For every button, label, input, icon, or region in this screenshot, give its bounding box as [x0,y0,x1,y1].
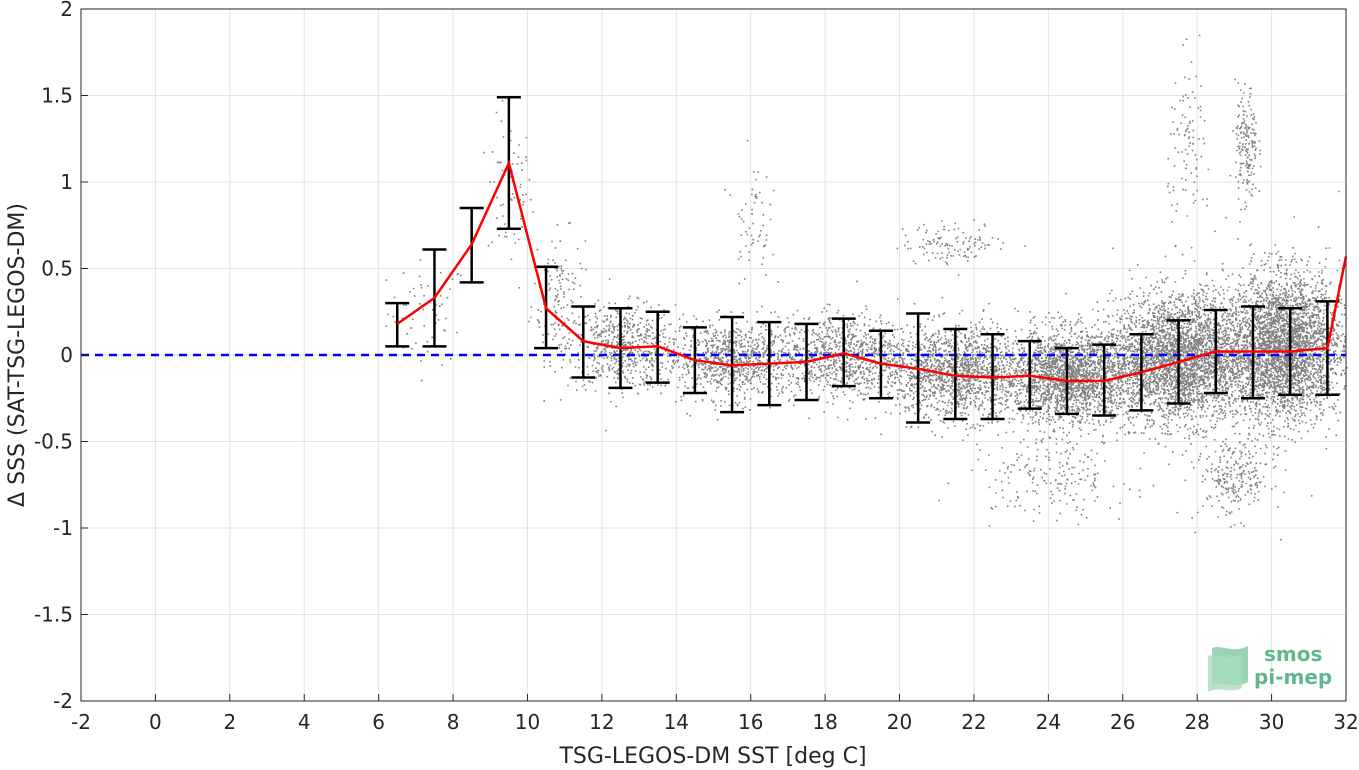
x-tick-label: -2 [71,710,91,734]
y-axis-label: Δ SSS (SAT-TSG-LEGOS-DM) [5,203,30,507]
x-axis-label: TSG-LEGOS-DM SST [deg C] [558,744,866,769]
mean-line [396,159,1348,383]
y-tick-label: 2 [60,0,73,21]
x-tick-label: 14 [664,710,689,734]
y-tick-label: 1 [60,170,73,194]
x-tick-label: 0 [149,710,162,734]
x-tick-label: 2 [223,710,236,734]
y-tick-label: -1.5 [34,603,73,627]
x-tick-label: 16 [738,710,763,734]
x-tick-label: 18 [812,710,837,734]
y-tick-label: -0.5 [34,430,73,454]
x-tick-label: 26 [1110,710,1135,734]
logo-line2: pi-mep [1254,665,1332,689]
x-tick-label: 24 [1036,710,1061,734]
logo-wave-icon-2 [1208,654,1242,692]
x-tick-label: 12 [589,710,614,734]
x-tick-label: 22 [961,710,986,734]
y-tick-label: -2 [53,689,73,713]
y-axis-ticks: 2 1.5 1 0.5 0 -0.5 -1 -1.5 -2 [34,0,88,713]
x-tick-label: 28 [1184,710,1209,734]
x-axis-ticks: -2 0 2 4 6 8 10 12 14 16 18 20 22 24 26 28 30 32 [71,694,1359,734]
y-tick-label: -1 [53,516,73,540]
smos-pi-mep-logo: smos pi-mep [1208,642,1332,692]
x-tick-label: 32 [1333,710,1358,734]
y-tick-label: 1.5 [41,84,73,108]
x-tick-label: 8 [447,710,460,734]
x-tick-label: 30 [1259,710,1284,734]
x-tick-label: 4 [298,710,311,734]
scatter-point-cloud [385,34,1348,541]
error-bars [385,95,1340,424]
x-tick-label: 10 [515,710,540,734]
x-tick-label: 20 [887,710,912,734]
x-tick-label: 6 [372,710,385,734]
logo-line1: smos [1264,642,1322,666]
y-tick-label: 0.5 [41,257,73,281]
scatter-points [385,34,1348,541]
y-tick-label: 0 [60,343,73,367]
